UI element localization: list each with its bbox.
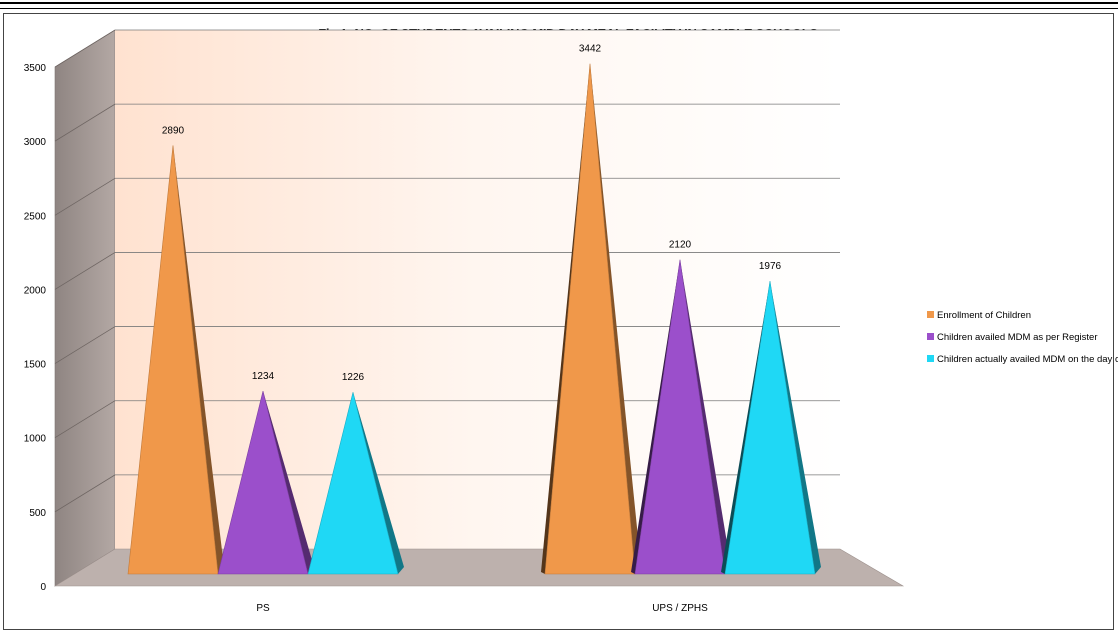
pyramid-bar bbox=[544, 63, 636, 575]
pyramid-side-face bbox=[263, 391, 314, 574]
gridline-side bbox=[54, 103, 116, 142]
pyramid-left-face bbox=[541, 63, 590, 574]
pyramid-bar bbox=[634, 259, 726, 575]
data-label: 1976 bbox=[759, 261, 782, 272]
data-label: 1226 bbox=[342, 372, 365, 383]
y-tick-label: 500 bbox=[29, 508, 46, 519]
legend-label: Children actually availed MDM on the day… bbox=[937, 354, 1118, 365]
side-wall bbox=[54, 29, 116, 587]
pyramid-side-face bbox=[353, 392, 404, 574]
top-rule-thin bbox=[0, 8, 1118, 9]
pyramid-side-face bbox=[590, 63, 641, 574]
plot-area: 0 500 1000 1500 2000 2500 3000 3500 2890 1234 1226… bbox=[24, 29, 905, 614]
gridline-side bbox=[54, 400, 116, 439]
pyramid-bar bbox=[217, 390, 309, 575]
y-tick-label: 2000 bbox=[24, 285, 47, 296]
data-label: 3442 bbox=[579, 44, 602, 55]
data-label: 2120 bbox=[669, 240, 692, 251]
pyramid-bar bbox=[127, 145, 219, 575]
pyramid-side-face bbox=[770, 280, 821, 574]
pyramid-bar bbox=[724, 280, 816, 575]
pyramid-bar bbox=[307, 392, 399, 575]
y-tick-label: 3500 bbox=[24, 63, 47, 74]
pyramid-side-face bbox=[173, 145, 224, 574]
y-tick-label: 1000 bbox=[24, 434, 47, 445]
pyramid-side-face bbox=[680, 259, 731, 574]
y-tick-label: 1500 bbox=[24, 360, 47, 371]
legend: Enrollment of Children Children availed M… bbox=[927, 310, 1118, 365]
data-label: 2890 bbox=[162, 125, 185, 136]
legend-swatch bbox=[927, 311, 934, 318]
pyramid-left-face bbox=[721, 280, 770, 574]
gridline-side bbox=[54, 177, 116, 216]
pyramid-left-face bbox=[631, 259, 680, 574]
gridline-side bbox=[54, 252, 116, 290]
legend-label: Children availed MDM as per Register bbox=[937, 332, 1098, 343]
legend-swatch bbox=[927, 355, 934, 362]
y-tick-label: 2500 bbox=[24, 211, 47, 222]
gridline-side bbox=[54, 474, 116, 513]
gridline-side bbox=[54, 29, 116, 68]
legend-swatch bbox=[927, 333, 934, 340]
legend-label: Enrollment of Children bbox=[937, 310, 1031, 321]
x-category-label: PS bbox=[256, 603, 270, 614]
y-tick-label: 0 bbox=[40, 582, 46, 593]
back-wall bbox=[115, 30, 840, 549]
gridline-side bbox=[54, 326, 116, 364]
data-label: 1234 bbox=[252, 371, 275, 382]
x-category-label: UPS / ZPHS bbox=[652, 603, 708, 614]
y-tick-label: 3000 bbox=[24, 137, 47, 148]
top-rule bbox=[0, 2, 1118, 4]
